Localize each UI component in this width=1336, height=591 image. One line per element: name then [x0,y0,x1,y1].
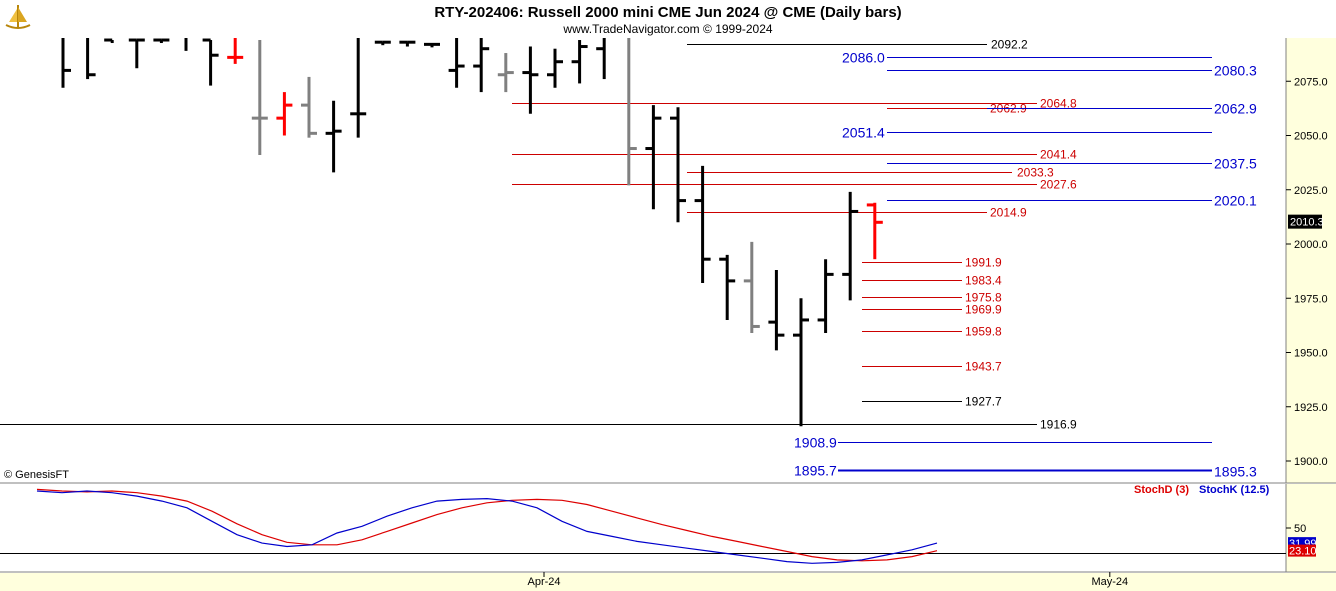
level-label: 2014.9 [990,206,1027,220]
ohlc-bar [768,270,785,351]
stochastic-series-line [36,488,938,562]
level-label: 1959.8 [965,325,1002,339]
level-label: 2037.5 [1214,156,1257,172]
level-label: 2062.9 [1214,101,1257,117]
time-tick-label: Apr-24 [527,576,560,588]
level-label: 1895.3 [1214,464,1257,480]
stochastic-legend: StochD (3) StochK (12.5) [1134,484,1270,496]
ohlc-bar [719,254,736,320]
stochastic-tick-label: 50 [1294,523,1306,535]
price-tick-label: 2000.0 [1294,239,1328,251]
level-label: 2033.3 [1017,166,1054,180]
ohlc-bar [627,38,637,186]
ohlc-bar [473,38,490,93]
copyright: © GenesisFT [4,469,69,481]
time-axis [0,573,1336,591]
level-label: 2064.8 [1040,97,1077,111]
time-tick-label: May-24 [1091,576,1128,588]
stochastic-panel [0,484,1286,572]
ohlc-bar [399,40,416,47]
level-label: 1943.7 [965,360,1002,374]
chart-title: RTY-202406: Russell 2000 mini CME Jun 20… [434,4,901,21]
last-price-label: 2010.3 [1290,217,1324,229]
level-label: 2041.4 [1040,148,1077,162]
level-label: 2092.2 [991,38,1028,52]
price-tick-label: 1950.0 [1294,348,1328,360]
level-label: 1991.9 [965,256,1002,270]
ohlc-bar [374,40,391,46]
ohlc-bar [61,38,71,88]
price-panel [0,38,1286,483]
price-tick-label: 1925.0 [1294,402,1328,414]
stochastic-lines [36,488,938,564]
time-axis-ticks: Apr-24 May-24 [527,572,1128,588]
ohlc-bar [522,46,539,114]
price-axis [1286,38,1336,483]
price-axis-ticks: 2075.0 2050.0 2025.0 2000.0 1975.0 1950.0 1925… [1286,76,1328,468]
last-price-badge: 2010.3 [1288,214,1324,229]
stochastic-axis [1286,484,1336,572]
ohlc-bar [86,38,96,80]
ohlc-bar [817,259,834,333]
ohlc-bar [547,48,563,88]
stochastic-axis-ticks: 50 [0,523,1306,554]
ohlc-bars [61,38,883,427]
ohlc-bar [448,38,465,88]
level-label: 1975.8 [965,291,1002,305]
legend-stochk: StochK (12.5) [1199,484,1270,496]
price-tick-label: 2050.0 [1294,131,1328,143]
level-label: 1983.4 [965,274,1002,288]
ohlc-bar [325,100,342,173]
level-label: 1916.9 [1040,418,1077,432]
price-tick-label: 1900.0 [1294,456,1328,468]
level-label: 2020.1 [1214,193,1257,209]
ohlc-bar [842,191,859,301]
ohlc-bar [866,202,883,260]
chart-subtitle: www.TradeNavigator.com © 1999-2024 [562,22,772,36]
ohlc-bar [424,42,440,48]
price-tick-label: 2025.0 [1294,185,1328,197]
ohlc-bar [227,38,244,64]
level-label: 1969.9 [965,303,1002,317]
stochd-last-label: 23.10 [1289,546,1317,558]
ohlc-bar [670,107,686,223]
level-label: 2027.6 [1040,178,1077,192]
ohlc-bar [128,38,145,69]
level-label: 1927.7 [965,395,1002,409]
ohlc-bar [743,241,760,333]
ohlc-bar [596,38,606,80]
genesis-sailboat-icon [4,3,32,31]
level-label: 2051.4 [842,125,885,141]
ohlc-bar [276,92,293,136]
price-tick-label: 1975.0 [1294,293,1328,305]
ohlc-bar [104,38,114,44]
ohlc-bar [645,105,662,210]
ohlc-bar [793,298,809,427]
ohlc-bar [202,38,219,86]
ohlc-bar [153,38,170,44]
ohlc-bar [350,38,367,138]
legend-stochd: StochD (3) [1134,484,1189,496]
ohlc-bar [571,40,588,84]
stochastic-series-line [36,490,938,564]
ohlc-bar [497,53,514,93]
ohlc-bar [301,76,317,138]
level-label: 2080.3 [1214,63,1257,79]
level-label: 1908.9 [794,435,837,451]
level-label: 1895.7 [794,463,837,479]
ohlc-bar [694,165,711,284]
price-tick-label: 2075.0 [1294,76,1328,88]
level-label: 2086.0 [842,50,885,66]
ohlc-bar [251,40,268,156]
